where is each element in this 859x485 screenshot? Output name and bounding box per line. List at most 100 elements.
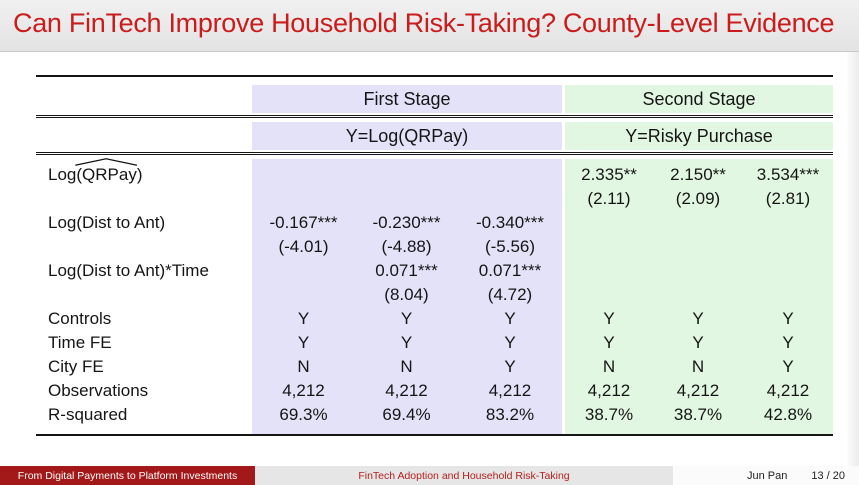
table-cell: N — [653, 355, 743, 379]
double-rule-line — [36, 152, 833, 155]
table-cell — [252, 159, 355, 211]
table-cell: Y — [743, 307, 833, 331]
coefficient-value — [653, 259, 743, 283]
stage-header-second: Second Stage — [562, 85, 833, 113]
hat-wrap: Log(QRPay) — [48, 158, 142, 187]
table-cell: -0.230*** (-4.88) — [355, 211, 458, 259]
coefficient-value: 3.534*** — [756, 165, 820, 184]
tstat-value — [252, 283, 355, 307]
row-label: Log(Dist to Ant)*Time — [36, 259, 252, 307]
table-cell — [743, 211, 833, 259]
coefficient-value: Y — [782, 333, 794, 352]
table-cell: 4,212 — [355, 379, 458, 403]
coefficient-value: 0.071*** — [478, 261, 542, 280]
table-cell: 42.8% — [743, 403, 833, 434]
bottom-rule-line — [36, 434, 833, 436]
slide-title: Can FinTech Improve Household Risk-Takin… — [13, 8, 835, 38]
coefficient-value: N — [691, 357, 705, 376]
table-cell: Y — [458, 331, 562, 355]
coefficient-value: Y — [504, 309, 516, 328]
tstat-value: (-4.88) — [381, 237, 432, 256]
coefficient-value — [252, 163, 355, 187]
coefficient-value: 69.4% — [382, 405, 431, 424]
table-cell: 69.3% — [252, 403, 355, 434]
top-rule-line — [36, 75, 833, 77]
footer-bar: From Digital Payments to Platform Invest… — [0, 466, 859, 485]
tstat-value — [252, 187, 355, 211]
tstat-value — [355, 187, 458, 211]
table-cell: Y — [562, 307, 653, 331]
row-label: Observations — [36, 379, 252, 403]
table-cell: -0.340*** (-5.56) — [458, 211, 562, 259]
coefficient-value: Y — [297, 309, 310, 328]
table-cell: Y — [653, 331, 743, 355]
table-cell: -0.167*** (-4.01) — [252, 211, 355, 259]
tstat-value — [565, 235, 653, 259]
results-table: First Stage Second Stage Y=Log(QRPay) Y=… — [36, 75, 833, 442]
table-row: City FE N N Y N N Y — [36, 355, 833, 379]
table-row: Log(Dist to Ant)*Time 0.071*** (8.04) 0.071… — [36, 259, 833, 307]
table-cell: 83.2% — [458, 403, 562, 434]
table-cell: Y — [252, 307, 355, 331]
double-rule-line — [36, 115, 833, 118]
right-edge-shade — [847, 52, 859, 466]
row-label: R-squared — [36, 403, 252, 434]
tstat-value: (8.04) — [384, 285, 429, 304]
table-cell: Y — [458, 355, 562, 379]
depvar-first-stage: Y=Log(QRPay) — [252, 122, 562, 150]
coefficient-value — [743, 211, 833, 235]
depvar-header-row: Y=Log(QRPay) Y=Risky Purchase — [36, 122, 833, 150]
title-bar: Can FinTech Improve Household Risk-Takin… — [0, 0, 859, 52]
table-cell: Y — [252, 331, 355, 355]
stage-header-first: First Stage — [252, 85, 562, 113]
coefficient-value: Y — [692, 309, 704, 328]
tstat-value — [743, 283, 833, 307]
coefficient-value: Y — [297, 333, 310, 352]
table-cell: Y — [562, 331, 653, 355]
row-label: Log(Dist to Ant) — [36, 211, 252, 259]
footer-author: Jun Pan — [746, 469, 788, 482]
depvar-second-stage: Y=Risky Purchase — [562, 122, 833, 150]
empty-header-cell — [36, 85, 252, 113]
tstat-value — [653, 235, 743, 259]
row-label: Time FE — [36, 331, 252, 355]
table-cell: 4,212 — [252, 379, 355, 403]
tstat-value — [653, 283, 743, 307]
table-foot-section — [36, 434, 833, 442]
coefficient-value: Y — [603, 333, 615, 352]
table-rule-mid-1 — [36, 113, 833, 122]
table-cell: 38.7% — [562, 403, 653, 434]
coefficient-value — [653, 211, 743, 235]
table-cell: 2.150** (2.09) — [653, 159, 743, 211]
table-cell: Y — [355, 331, 458, 355]
stage-header-row: First Stage Second Stage — [36, 85, 833, 113]
table-cell: Y — [743, 331, 833, 355]
table-row: Log(Dist to Ant) -0.167*** (-4.01) -0.230**… — [36, 211, 833, 259]
coefficient-value: -0.230*** — [372, 213, 441, 232]
results-table-body: Log(QRPay) 2.335** (2.11) 2.150** (2.09) 3.53… — [36, 158, 833, 434]
table-cell — [562, 259, 653, 307]
hat-icon — [74, 158, 137, 166]
table-cell: Y — [743, 355, 833, 379]
coefficient-value — [355, 163, 458, 187]
coefficient-value: 2.335** — [581, 165, 637, 184]
coefficient-value: Y — [504, 357, 516, 376]
table-cell: 4,212 — [562, 379, 653, 403]
table-cell: N — [562, 355, 653, 379]
coefficient-value: Y — [603, 309, 615, 328]
coefficient-value — [565, 211, 653, 235]
coefficient-value: 0.071*** — [375, 261, 438, 280]
table-cell — [458, 159, 562, 211]
coefficient-value: 4,212 — [282, 381, 325, 400]
tstat-value: (2.81) — [765, 189, 811, 208]
table-cell: Y — [653, 307, 743, 331]
coefficient-value — [458, 163, 562, 187]
table-row: Observations 4,212 4,212 4,212 4,212 4,212 4,2… — [36, 379, 833, 403]
coefficient-value: N — [400, 357, 413, 376]
table-cell: 4,212 — [743, 379, 833, 403]
tstat-value: (4.72) — [487, 285, 533, 304]
tstat-value: (2.11) — [587, 189, 631, 208]
coefficient-value: Y — [400, 309, 413, 328]
coefficient-value — [743, 259, 833, 283]
